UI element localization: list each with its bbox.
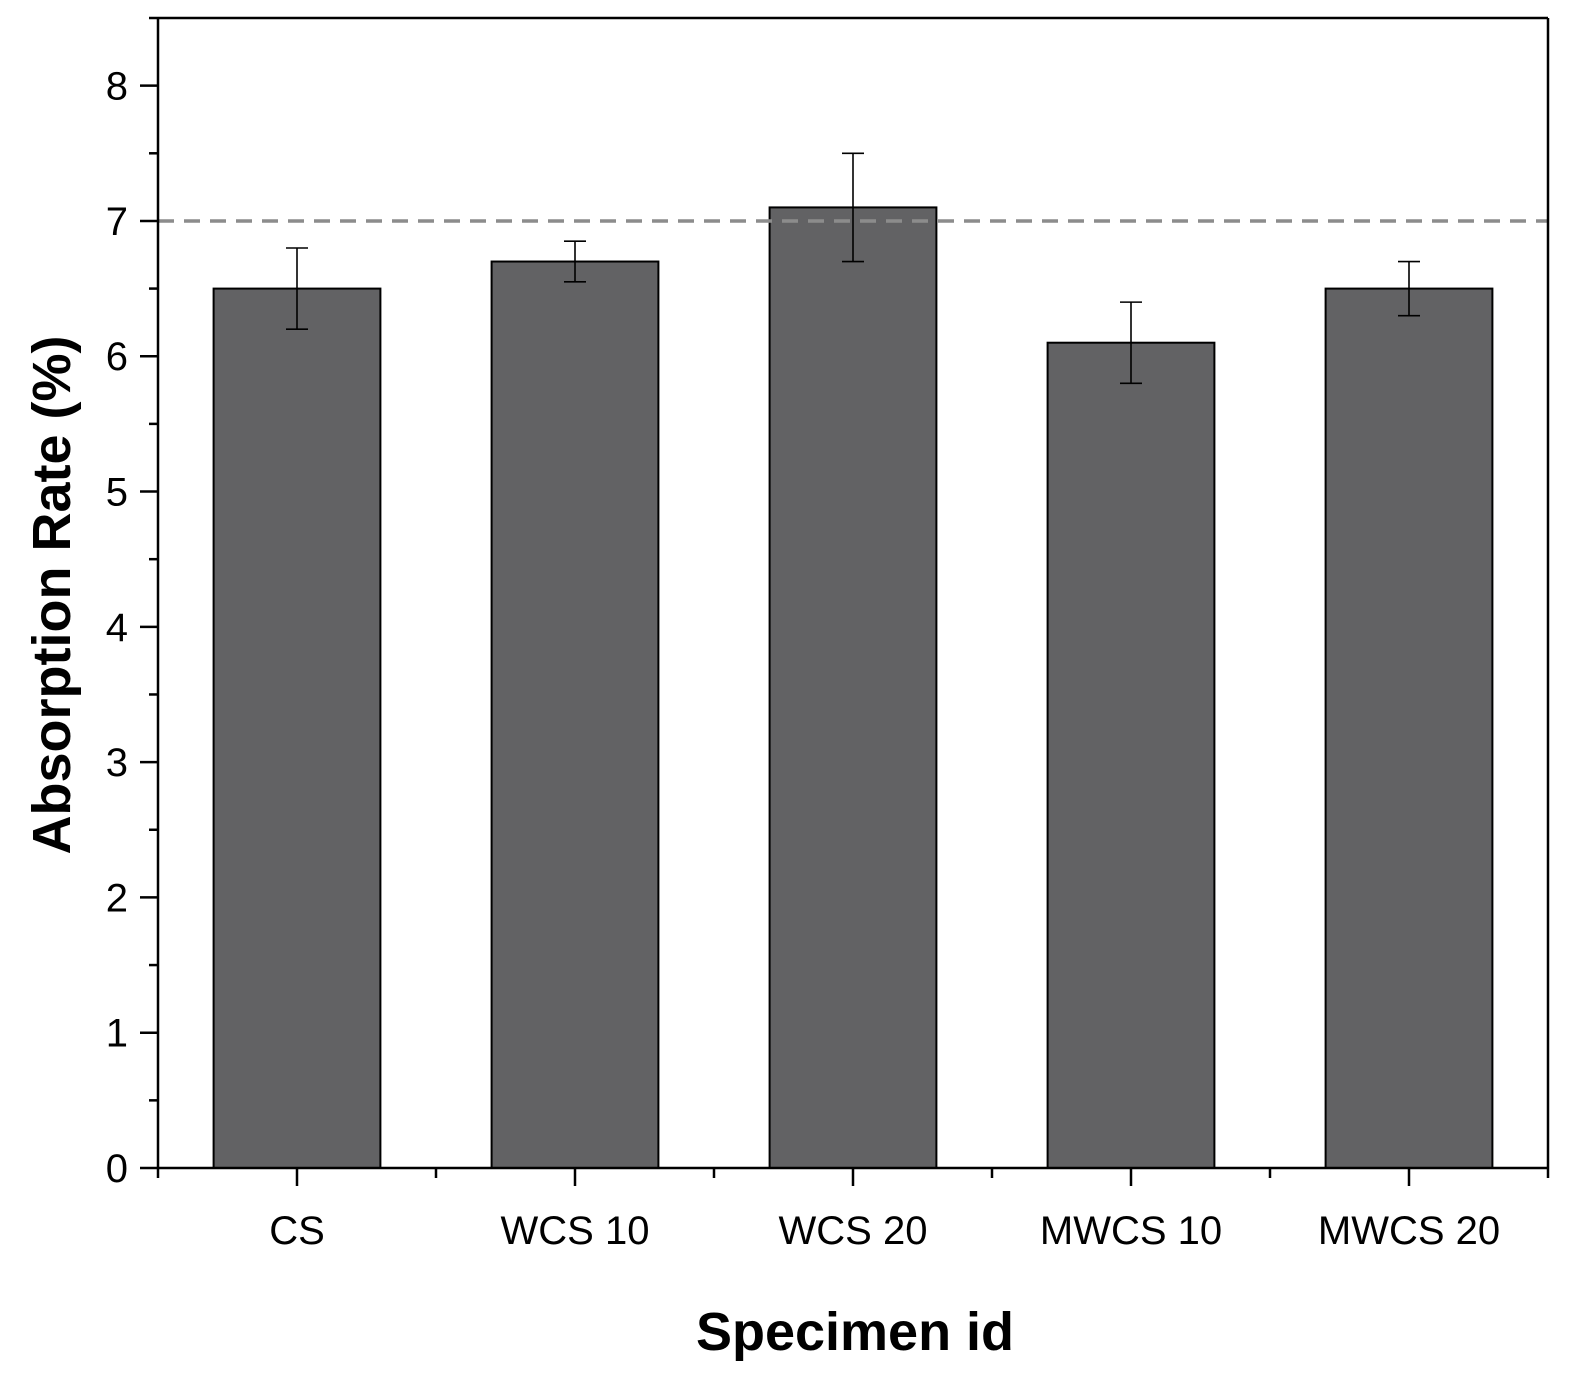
x-axis-title: Specimen id <box>696 1302 1014 1362</box>
y-tick-label: 8 <box>106 65 128 109</box>
y-tick-label: 4 <box>106 606 128 650</box>
bar <box>212 287 382 1169</box>
bar <box>768 206 938 1170</box>
tick-labels-layer: 0 1 2 3 4 5 6 7 8 CS WCS 10 WCS 20 MWCS 10 MWCS 20 <box>106 65 1500 1253</box>
y-tick-label: 0 <box>106 1147 128 1191</box>
bar <box>1324 287 1494 1169</box>
y-tick-label: 6 <box>106 335 128 379</box>
y-tick-label: 3 <box>106 741 128 785</box>
y-tick-label: 2 <box>106 876 128 920</box>
x-tick-label: MWCS 10 <box>1040 1209 1222 1253</box>
y-axis-title: Absorption Rate (%) <box>22 336 82 855</box>
y-tick-label: 7 <box>106 200 128 244</box>
y-tick-label: 1 <box>106 1012 128 1056</box>
bar <box>490 260 660 1169</box>
bar <box>1046 341 1216 1169</box>
axes-layer <box>140 16 1550 1186</box>
y-tick-label: 5 <box>106 471 128 515</box>
bars-layer <box>212 206 1494 1170</box>
x-tick-label: CS <box>269 1209 325 1253</box>
x-tick-label: WCS 10 <box>501 1209 650 1253</box>
x-tick-label: MWCS 20 <box>1318 1209 1500 1253</box>
x-tick-label: WCS 20 <box>779 1209 928 1253</box>
error-bars-layer <box>286 152 1420 385</box>
